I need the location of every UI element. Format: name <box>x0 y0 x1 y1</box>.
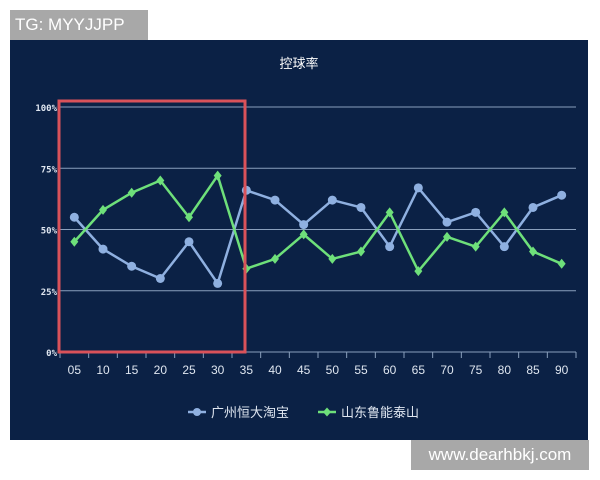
x-tick-label: 70 <box>440 363 454 377</box>
data-point[interactable] <box>357 246 365 257</box>
x-tick-label: 35 <box>240 363 254 377</box>
data-point[interactable] <box>271 253 279 264</box>
x-tick-label: 90 <box>555 363 569 377</box>
x-tick-label: 85 <box>526 363 540 377</box>
data-point[interactable] <box>213 278 223 288</box>
x-tick-label: 60 <box>383 363 397 377</box>
data-point[interactable] <box>69 212 79 222</box>
series-line <box>73 185 563 287</box>
data-point[interactable] <box>385 207 394 218</box>
watermark-top: TG: MYYJJPP <box>10 10 148 40</box>
x-tick-label: 15 <box>125 363 139 377</box>
x-tick-label: 75 <box>469 363 483 377</box>
data-point[interactable] <box>557 258 566 269</box>
data-point[interactable] <box>443 231 451 242</box>
data-point[interactable] <box>327 195 337 205</box>
legend-marker <box>323 407 331 417</box>
data-point[interactable] <box>413 183 423 193</box>
legend-label: 山东鲁能泰山 <box>341 406 419 421</box>
highlight-box <box>57 99 247 354</box>
data-point[interactable] <box>528 202 538 212</box>
legend-item[interactable]: 广州恒大淘宝 <box>188 406 289 421</box>
x-tick-label: 55 <box>354 363 368 377</box>
data-point[interactable] <box>213 170 222 181</box>
legend-item[interactable]: 山东鲁能泰山 <box>318 406 419 421</box>
data-point[interactable] <box>299 229 308 240</box>
series-1 <box>69 183 567 288</box>
watermark-bottom: www.dearhbkj.com <box>411 440 589 470</box>
y-tick-label: 0% <box>46 349 57 359</box>
x-tick-label: 30 <box>211 363 225 377</box>
series-2 <box>70 170 566 277</box>
data-point[interactable] <box>500 207 509 218</box>
data-point[interactable] <box>471 207 481 217</box>
x-tick-label: 40 <box>268 363 282 377</box>
x-tick-label: 10 <box>96 363 110 377</box>
data-point[interactable] <box>299 220 309 230</box>
y-tick-label: 50% <box>41 227 58 237</box>
data-point[interactable] <box>99 204 107 215</box>
data-point[interactable] <box>156 175 165 186</box>
data-point[interactable] <box>471 241 480 252</box>
data-point[interactable] <box>442 217 452 227</box>
chart-title: 控球率 <box>279 56 318 72</box>
data-point[interactable] <box>98 244 108 254</box>
data-point[interactable] <box>127 261 137 271</box>
data-point[interactable] <box>155 274 165 283</box>
x-tick-label: 50 <box>326 363 340 377</box>
legend: 广州恒大淘宝 山东鲁能泰山 <box>188 406 419 421</box>
x-tick-label: 25 <box>182 363 196 377</box>
data-point[interactable] <box>328 253 337 264</box>
data-point[interactable] <box>414 266 423 277</box>
x-tick-label: 80 <box>498 363 512 377</box>
legend-marker <box>193 408 201 416</box>
data-point[interactable] <box>499 242 509 252</box>
data-point[interactable] <box>70 236 79 247</box>
y-tick-label: 100% <box>35 104 57 114</box>
y-tick-label: 75% <box>41 165 58 175</box>
data-point[interactable] <box>385 242 395 252</box>
x-tick-label: 05 <box>68 363 82 377</box>
data-point[interactable] <box>185 212 193 223</box>
data-point[interactable] <box>557 190 567 200</box>
data-point[interactable] <box>127 187 136 198</box>
y-tick-label: 25% <box>41 288 58 298</box>
data-point[interactable] <box>270 195 280 205</box>
data-point[interactable] <box>184 237 194 247</box>
legend-label: 广州恒大淘宝 <box>211 406 289 421</box>
x-tick-label: 45 <box>297 363 311 377</box>
series-line <box>73 172 563 274</box>
x-tick-label: 65 <box>412 363 426 377</box>
data-point[interactable] <box>529 246 537 257</box>
x-tick-label: 20 <box>154 363 168 377</box>
data-point[interactable] <box>356 202 366 212</box>
